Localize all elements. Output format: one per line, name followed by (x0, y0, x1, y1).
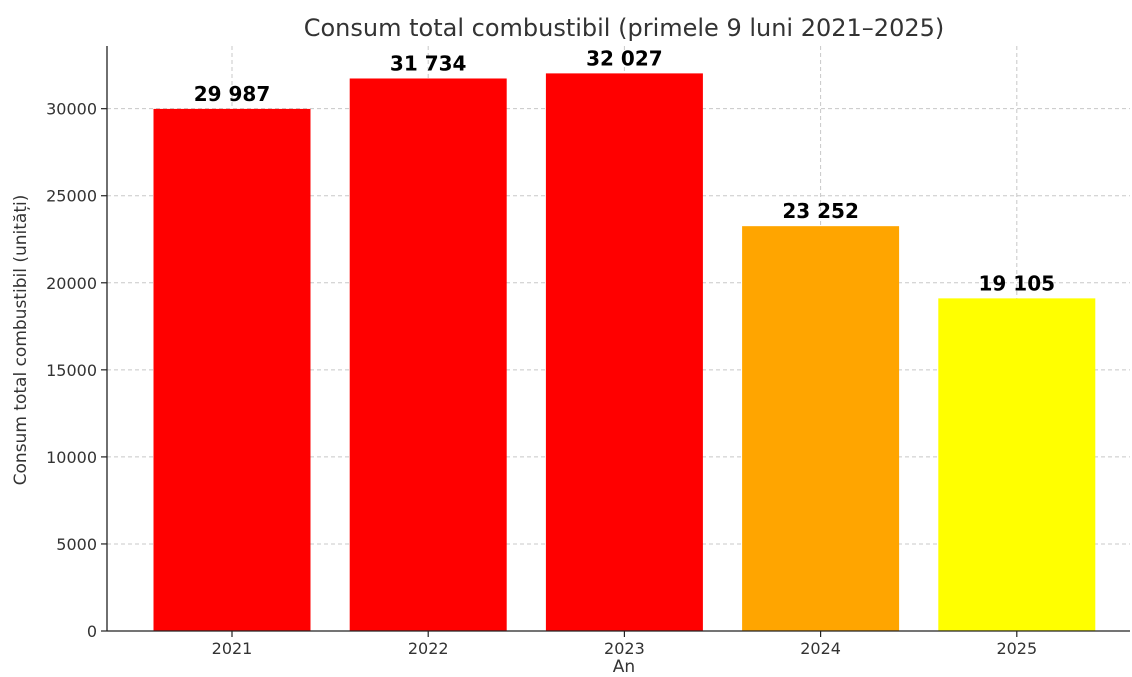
bar-2021 (153, 108, 311, 631)
x-tick-label: 2021 (212, 639, 253, 658)
x-tick-label: 2023 (604, 639, 645, 658)
bar-2023 (545, 73, 703, 631)
x-tick-label: 2024 (800, 639, 841, 658)
y-tick-label: 15000 (46, 361, 97, 380)
data-label-2022: 31 734 (390, 51, 467, 75)
bar-2024 (742, 226, 900, 631)
bar-2025 (938, 298, 1096, 631)
x-axis-label: An (613, 657, 635, 677)
y-tick-label: 0 (87, 622, 97, 641)
y-tick-label: 5000 (56, 535, 97, 554)
y-tick-label: 20000 (46, 274, 97, 293)
data-label-2021: 29 987 (194, 82, 271, 106)
y-axis-label: Consum total combustibil (unități) (11, 195, 31, 486)
y-tick-label: 30000 (46, 100, 97, 119)
data-labels: 29 987 31 734 32 027 23 252 19 105 (194, 46, 1055, 295)
data-label-2025: 19 105 (979, 271, 1056, 295)
data-label-2024: 23 252 (782, 199, 859, 223)
axes: 0 5000 10000 15000 20000 25000 30000 2021 2022 20… (46, 46, 1130, 658)
y-tick-label: 25000 (46, 187, 97, 206)
data-label-2023: 32 027 (586, 46, 663, 70)
bar-2022 (349, 78, 507, 631)
x-tick-label: 2025 (996, 639, 1037, 658)
y-tick-label: 10000 (46, 448, 97, 467)
x-tick-label: 2022 (408, 639, 449, 658)
bars (153, 73, 1096, 631)
chart-title: Consum total combustibil (primele 9 luni… (304, 14, 945, 42)
